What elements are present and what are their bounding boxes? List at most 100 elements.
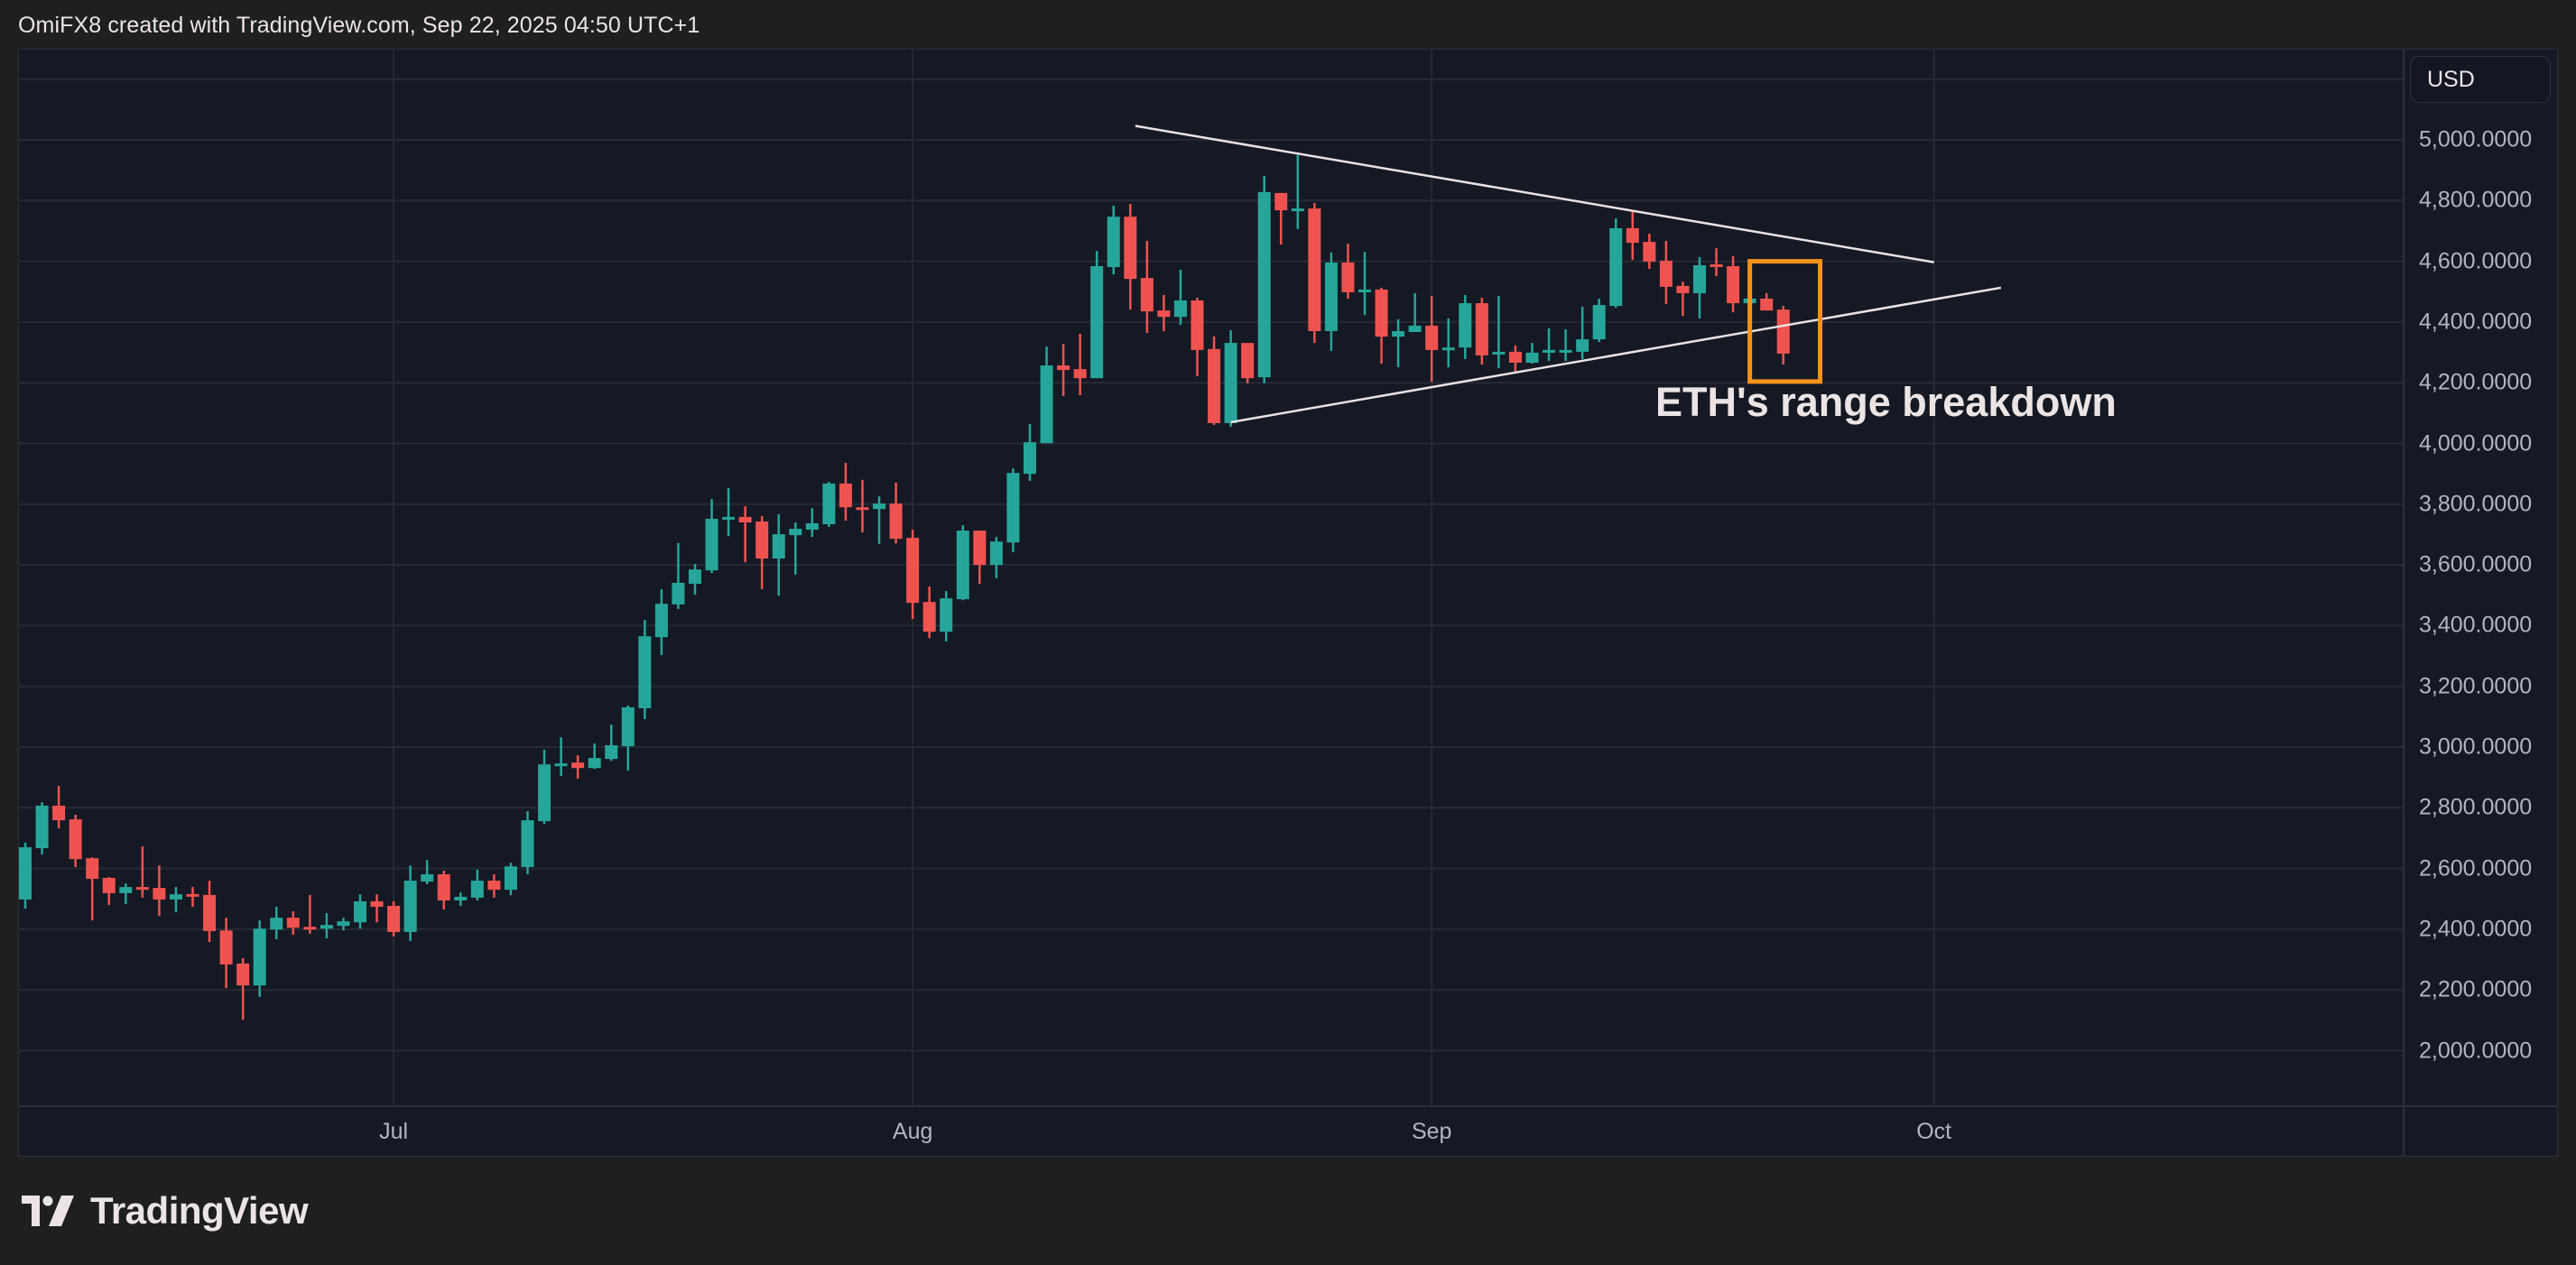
candle	[1643, 233, 1656, 270]
candle	[889, 482, 903, 544]
time-label-sep: Sep	[1411, 1119, 1452, 1144]
candle	[253, 920, 266, 997]
candle	[1508, 345, 1522, 374]
candle	[1525, 343, 1539, 365]
candle	[1291, 154, 1304, 229]
price-label: 2,000.0000	[2419, 1038, 2533, 1063]
grid-lines	[18, 49, 2404, 1106]
candle	[822, 481, 836, 528]
candle	[805, 508, 819, 538]
candle	[69, 815, 82, 867]
candle	[153, 865, 166, 917]
candle	[1727, 255, 1740, 313]
candle	[1492, 295, 1506, 369]
candle	[705, 499, 718, 574]
tradingview-logo-icon	[22, 1196, 74, 1226]
candle	[1006, 468, 1020, 552]
candle	[689, 564, 701, 596]
candle	[504, 863, 517, 896]
candle	[1659, 241, 1673, 305]
candle	[755, 515, 769, 590]
candle	[102, 877, 116, 905]
price-label: 3,800.0000	[2419, 491, 2533, 517]
candle	[538, 750, 551, 825]
candle	[1341, 244, 1355, 299]
candle	[989, 537, 1003, 578]
price-label: 4,800.0000	[2419, 187, 2533, 213]
price-label: 3,000.0000	[2419, 734, 2533, 760]
candle	[1441, 318, 1455, 368]
candle	[1140, 241, 1154, 334]
candle	[1241, 343, 1255, 383]
time-label-aug: Aug	[892, 1119, 933, 1144]
candle	[437, 870, 450, 910]
candle	[571, 755, 585, 779]
candle	[722, 487, 736, 537]
candle	[873, 496, 886, 544]
trendline-lower-support[interactable]	[1230, 286, 2002, 424]
candle	[940, 591, 953, 642]
candle	[672, 542, 685, 609]
candle	[303, 894, 317, 934]
candle	[1308, 202, 1321, 344]
candle	[1107, 206, 1120, 275]
candle	[320, 913, 333, 938]
price-label: 4,000.0000	[2419, 430, 2533, 456]
candle	[588, 743, 601, 770]
candle	[387, 900, 401, 937]
chart-frame[interactable]	[18, 49, 2558, 1157]
time-label-oct: Oct	[1916, 1119, 1952, 1144]
candle	[86, 857, 99, 921]
candle	[1224, 329, 1237, 427]
price-label: 2,600.0000	[2419, 855, 2533, 882]
candle	[772, 513, 785, 596]
candle	[1626, 210, 1639, 260]
trendline-upper-resistance[interactable]	[1135, 125, 1934, 263]
price-label: 4,600.0000	[2419, 248, 2533, 274]
candle	[839, 463, 852, 521]
candle	[906, 530, 920, 619]
candle	[856, 479, 869, 533]
tradingview-logo[interactable]: TradingView	[22, 1189, 309, 1233]
candle	[1408, 292, 1422, 333]
candle	[1274, 192, 1288, 245]
candle	[621, 705, 635, 771]
price-label: 4,200.0000	[2419, 369, 2533, 395]
candle	[1024, 423, 1036, 481]
candle	[1157, 294, 1171, 331]
currency-button[interactable]: USD	[2410, 56, 2551, 103]
candle	[738, 506, 752, 563]
candle	[1543, 328, 1556, 361]
candle	[1073, 334, 1087, 395]
candle	[286, 911, 300, 935]
candle	[337, 918, 350, 931]
candle	[1475, 297, 1488, 365]
candle	[1576, 307, 1589, 359]
candle	[973, 531, 987, 584]
candle	[354, 894, 366, 929]
candle	[1693, 256, 1706, 319]
chart-attribution: OmiFX8 created with TradingView.com, Sep…	[18, 13, 700, 38]
candle	[654, 589, 668, 656]
candle	[370, 894, 384, 923]
candle	[135, 846, 149, 898]
candle	[956, 525, 969, 601]
candle	[1459, 294, 1472, 359]
candle	[219, 918, 233, 989]
tradingview-logo-text: TradingView	[90, 1189, 309, 1232]
candle	[1592, 298, 1606, 343]
candle	[1208, 337, 1221, 425]
annotation-label[interactable]: ETH's range breakdown	[1655, 379, 2117, 425]
candle	[1124, 204, 1137, 310]
candle	[35, 802, 49, 855]
drawings[interactable]	[1135, 125, 2002, 424]
candle	[1392, 319, 1405, 368]
candle	[1760, 292, 1774, 311]
breakdown-highlight-box[interactable]	[1747, 259, 1823, 384]
candle	[487, 873, 501, 898]
candle	[789, 522, 802, 575]
candle	[1776, 306, 1790, 365]
candle	[1358, 252, 1371, 316]
candle	[1257, 176, 1271, 383]
